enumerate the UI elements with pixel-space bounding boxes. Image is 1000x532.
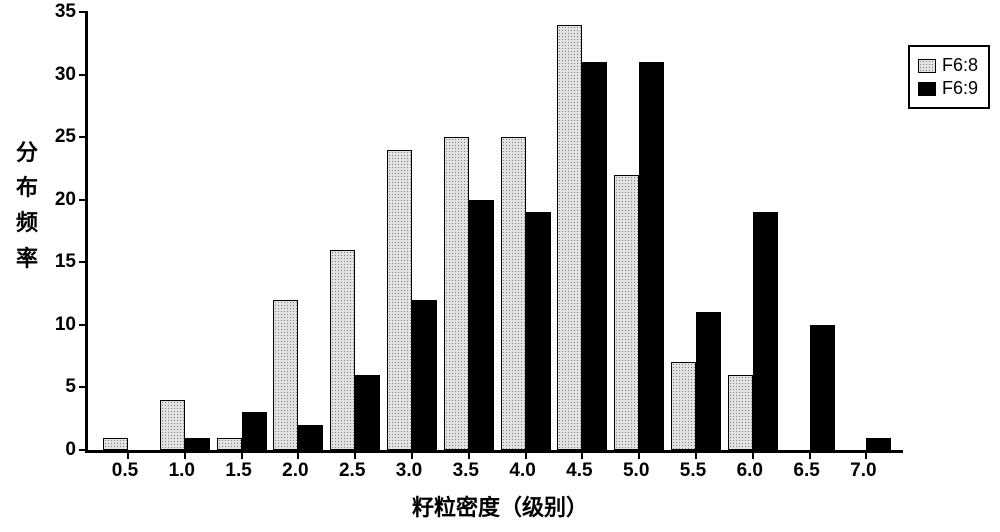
bar-F6:9 [526, 212, 551, 450]
x-tick-label: 5.5 [680, 460, 706, 482]
legend-item: F6:8 [918, 55, 978, 76]
bar-F6:9 [469, 200, 494, 450]
x-tick [468, 450, 470, 459]
bar-F6:8 [103, 438, 128, 451]
bar-F6:8 [671, 362, 696, 450]
x-tick [695, 450, 697, 459]
x-axis-title: 籽粒密度（级别） [0, 490, 1000, 522]
y-tick [79, 449, 88, 451]
bar-F6:9 [696, 312, 721, 450]
plot-area [85, 12, 903, 453]
x-tick-label: 3.5 [453, 460, 479, 482]
bar-F6:8 [557, 25, 582, 450]
x-tick-label: 4.0 [509, 460, 535, 482]
x-tick [241, 450, 243, 459]
bar-F6:9 [639, 62, 664, 450]
x-tick [581, 450, 583, 459]
y-tick-label: 5 [65, 376, 76, 398]
bar-F6:8 [614, 175, 639, 450]
x-tick-label: 6.0 [737, 460, 763, 482]
y-tick-label: 30 [55, 64, 76, 86]
x-tick-label: 1.0 [169, 460, 195, 482]
bar-F6:9 [582, 62, 607, 450]
y-tick [79, 386, 88, 388]
x-tick [525, 450, 527, 459]
x-tick-label: 3.0 [396, 460, 422, 482]
x-tick-label: 1.5 [225, 460, 251, 482]
pattern-swatch-icon [918, 59, 936, 73]
x-tick-label: 2.5 [339, 460, 365, 482]
y-tick [79, 74, 88, 76]
legend-item: F6:9 [918, 78, 978, 99]
legend: F6:8 F6:9 [908, 45, 990, 109]
bar-F6:9 [298, 425, 323, 450]
bar-F6:8 [501, 137, 526, 450]
y-tick-label: 0 [65, 439, 76, 461]
y-tick-label: 35 [55, 1, 76, 23]
bar-F6:8 [217, 438, 242, 451]
x-tick-label: 2.0 [282, 460, 308, 482]
x-tick [297, 450, 299, 459]
x-tick-label: 0.5 [112, 460, 138, 482]
bar-F6:8 [160, 400, 185, 450]
y-tick [79, 324, 88, 326]
y-tick [79, 136, 88, 138]
y-tick-label: 25 [55, 126, 76, 148]
x-tick [184, 450, 186, 459]
chart-root: 分布频率 籽粒密度（级别） F6:8 F6:9 0 5 10 15 20 25 30 35 0.… [0, 0, 1000, 532]
bar-F6:9 [412, 300, 437, 450]
y-axis-title: 分布频率 [14, 135, 40, 276]
x-tick [411, 450, 413, 459]
x-tick-label: 7.0 [850, 460, 876, 482]
legend-label: F6:8 [942, 55, 978, 76]
x-tick [127, 450, 129, 459]
x-tick [809, 450, 811, 459]
bar-F6:9 [810, 325, 835, 450]
y-tick [79, 199, 88, 201]
x-tick [638, 450, 640, 459]
y-tick-label: 10 [55, 314, 76, 336]
y-tick-label: 20 [55, 189, 76, 211]
bar-F6:8 [273, 300, 298, 450]
x-tick-label: 5.0 [623, 460, 649, 482]
bar-F6:8 [387, 150, 412, 450]
bar-F6:9 [753, 212, 778, 450]
bar-F6:9 [242, 412, 267, 450]
y-tick-label: 15 [55, 251, 76, 273]
x-tick [752, 450, 754, 459]
bar-F6:8 [330, 250, 355, 450]
y-tick [79, 11, 88, 13]
solid-swatch-icon [918, 82, 936, 96]
bar-F6:8 [444, 137, 469, 450]
bar-F6:8 [728, 375, 753, 450]
x-tick [865, 450, 867, 459]
x-tick-label: 6.5 [793, 460, 819, 482]
y-tick [79, 261, 88, 263]
bar-F6:9 [185, 438, 210, 451]
bar-F6:9 [355, 375, 380, 450]
bar-F6:9 [866, 438, 891, 451]
legend-label: F6:9 [942, 78, 978, 99]
x-tick-label: 4.5 [566, 460, 592, 482]
x-tick [354, 450, 356, 459]
